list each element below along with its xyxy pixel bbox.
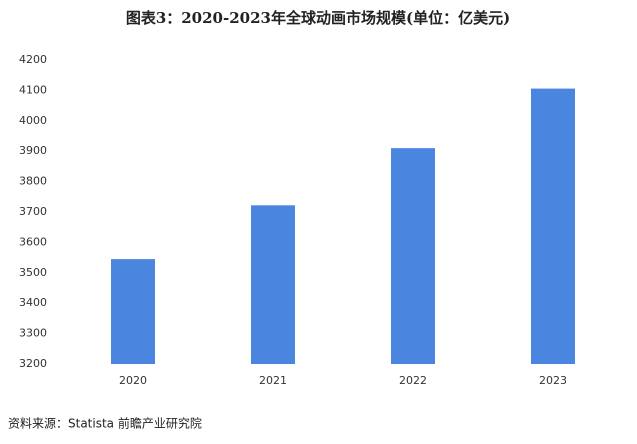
x-tick-label: 2023 <box>539 374 567 387</box>
bar <box>531 88 575 365</box>
y-tick-label: 4100 <box>19 83 47 96</box>
y-tick-label: 3900 <box>19 144 47 157</box>
bar <box>111 259 155 364</box>
chart-title: 图表3：2020-2023年全球动画市场规模(单位：亿美元) <box>126 9 510 27</box>
y-tick-label: 3200 <box>19 357 47 370</box>
y-tick-label: 3800 <box>19 175 47 188</box>
y-tick-label: 3700 <box>19 205 47 218</box>
y-tick-label: 4200 <box>19 53 47 66</box>
y-tick-label: 3400 <box>19 296 47 309</box>
y-tick-label: 3600 <box>19 235 47 248</box>
x-tick-label: 2020 <box>119 374 147 387</box>
y-tick-label: 3500 <box>19 266 47 279</box>
source-note: 资料来源：Statista 前瞻产业研究院 <box>8 416 202 431</box>
x-tick-label: 2022 <box>399 374 427 387</box>
x-tick-label: 2021 <box>259 374 287 387</box>
y-tick-label: 4000 <box>19 114 47 127</box>
bar <box>391 148 435 364</box>
bar <box>251 205 295 364</box>
y-tick-label: 3300 <box>19 327 47 340</box>
